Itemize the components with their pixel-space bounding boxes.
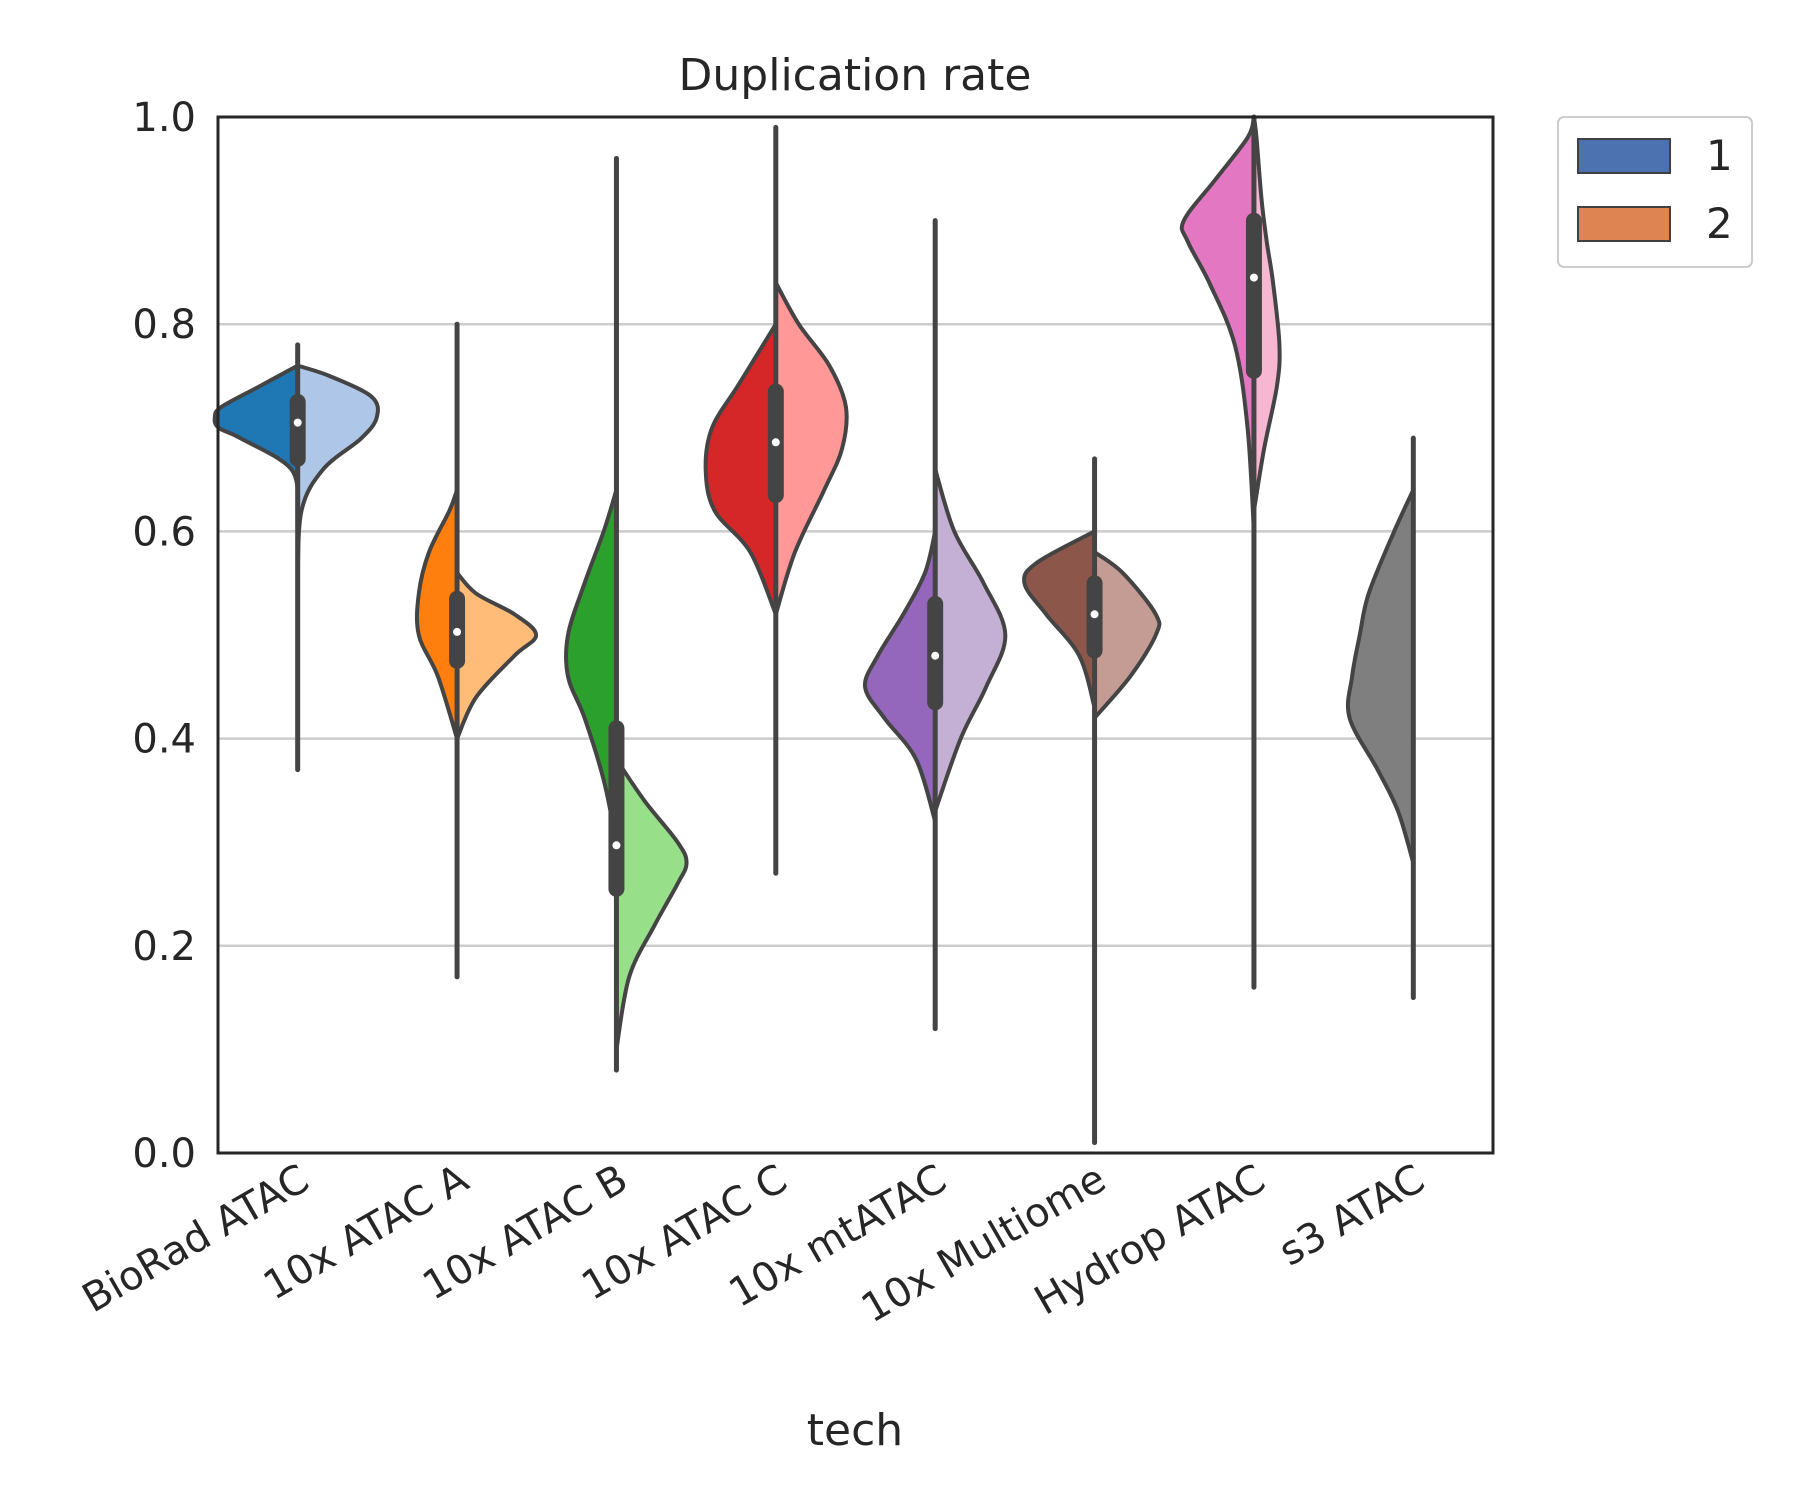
violin-half-right	[1251, 115, 1282, 513]
violin-median	[771, 438, 780, 447]
violin-2	[563, 155, 689, 1073]
violin-3	[703, 124, 849, 876]
y-tick-label: 0.2	[132, 924, 196, 970]
violin-median	[931, 651, 940, 660]
legend: 1 2	[1557, 116, 1753, 268]
violin-half-left	[863, 529, 938, 824]
y-tick-label: 0.6	[132, 509, 196, 555]
violins	[212, 114, 1416, 1146]
violin-half-right	[455, 570, 539, 741]
y-tick-label: 0.0	[132, 1131, 196, 1177]
violin-1	[414, 321, 539, 980]
violin-0	[212, 342, 380, 773]
violin-half-left	[703, 322, 778, 617]
violin-median	[293, 418, 302, 427]
violin-half-right	[295, 363, 380, 586]
violin-half-right	[933, 467, 1008, 814]
violin-half-left	[1179, 115, 1256, 534]
violin-half-left	[563, 487, 619, 845]
plot-frame	[216, 115, 1495, 1155]
violin-half-left	[1022, 529, 1097, 710]
violin-7	[1345, 435, 1416, 1001]
violin-half-left	[212, 363, 300, 513]
violin-half-left	[1345, 487, 1416, 865]
legend-label-1: 1	[1706, 131, 1733, 180]
legend-label-2: 2	[1706, 199, 1733, 248]
chart-title: Duplication rate	[679, 50, 1032, 101]
y-tick-label: 0.4	[132, 717, 196, 763]
violin-half-left	[414, 487, 460, 741]
grid-lines	[218, 322, 1493, 948]
violin-median	[1249, 273, 1258, 282]
legend-swatch-2	[1577, 206, 1671, 242]
violin-5	[1022, 456, 1162, 1146]
x-tick-label: s3 ATAC	[1271, 1156, 1432, 1275]
violin-half-right	[773, 280, 849, 617]
violin-half-right	[1092, 550, 1162, 720]
violin-median	[453, 627, 462, 636]
legend-swatch-1	[1577, 138, 1671, 174]
y-tick-label: 0.8	[132, 302, 196, 348]
violin-median	[1090, 610, 1099, 619]
violin-6	[1179, 114, 1282, 990]
x-axis-title: tech	[807, 1405, 903, 1456]
violin-median	[612, 841, 621, 850]
y-axis: 0.0 0.2 0.4 0.6 0.8 1.0	[132, 95, 196, 1177]
y-tick-label: 1.0	[132, 95, 196, 141]
violin-4	[863, 218, 1008, 1032]
violin-half-right	[614, 757, 689, 1052]
